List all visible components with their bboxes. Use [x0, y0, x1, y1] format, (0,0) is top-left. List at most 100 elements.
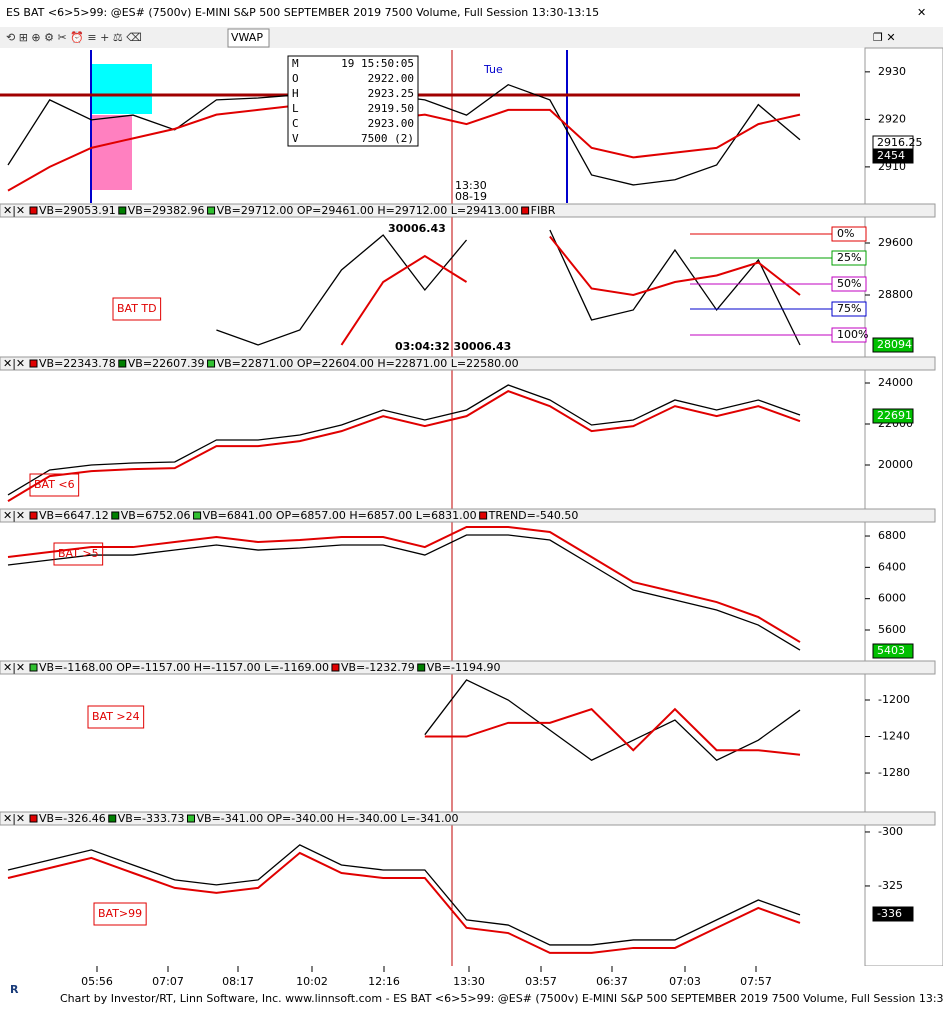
info-value: 2923.00 [368, 117, 414, 130]
header-item: VB=-333.73 [118, 812, 185, 825]
header-item: VB=29712.00 OP=29461.00 H=29712.00 L=294… [217, 204, 519, 217]
x-tick-label: 06:37 [596, 975, 628, 988]
price-flag [872, 408, 914, 424]
fib-label: 50% [837, 277, 861, 290]
y-tick-label: -1280 [878, 766, 910, 779]
header-swatch [108, 814, 117, 823]
price-line [216, 234, 468, 346]
price-line [340, 254, 468, 346]
y-tick-label: 6400 [878, 560, 906, 573]
price-line [549, 235, 801, 297]
y-tick-label: 2920 [878, 112, 906, 125]
window-title: ES BAT <6>5>99: @ES# (7500v) E-MINI S&P … [6, 6, 599, 19]
window-controls[interactable]: ❐ ✕ [873, 31, 896, 44]
panel-label-box [112, 297, 162, 321]
panel-label-box [53, 542, 104, 566]
header-swatch [29, 359, 38, 368]
volume-profile [92, 64, 152, 190]
fib-label: 100% [837, 328, 868, 341]
header-swatch [331, 663, 340, 672]
price-flag [872, 148, 914, 164]
header-item: VB=-326.46 [39, 812, 106, 825]
toolbar-icons[interactable]: ⟲ ⊞ ⊕ ⚙ ✂ ⏰ ≡ + ⚖ ⌫ [6, 30, 142, 44]
x-tick-label: 03:57 [525, 975, 557, 988]
fib-box [831, 327, 867, 343]
x-tick-label: 10:02 [296, 975, 328, 988]
y-tick-label: 24000 [878, 376, 913, 389]
vwap-label[interactable]: VWAP [231, 31, 263, 44]
price-axis [864, 47, 943, 967]
y-tick-label: -325 [878, 879, 903, 892]
info-value: 19 15:50:05 [341, 57, 414, 70]
header-item: VB=29382.96 [128, 204, 205, 217]
x-tick-label: 07:57 [740, 975, 772, 988]
price-line [549, 229, 801, 346]
price-flag-label: 2454 [877, 149, 905, 162]
panel-header [0, 811, 936, 826]
header-swatch [193, 511, 202, 520]
price-flag-label: 2916.25 [877, 136, 923, 149]
y-tick-label: -1200 [878, 693, 910, 706]
fib-box [831, 250, 867, 266]
header-swatch [118, 206, 127, 215]
price-flag [872, 906, 914, 922]
info-key: L [292, 102, 299, 115]
header-swatch [207, 206, 216, 215]
info-value: 2922.00 [368, 72, 414, 85]
header-icons: ✕|✕ [3, 204, 25, 217]
panel-label: BAT >24 [92, 710, 140, 723]
header-swatch [521, 206, 530, 215]
header-swatch [29, 663, 38, 672]
panel-label-box [87, 705, 145, 729]
y-tick-label: 2930 [878, 65, 906, 78]
header-item: FIBR [531, 204, 556, 217]
panel-header [0, 508, 936, 523]
price-flag-label: 5403 [877, 644, 905, 657]
panel-label-box [93, 902, 147, 926]
x-tick-label: 08:17 [222, 975, 254, 988]
fib-box [831, 301, 867, 317]
panel-label: BAT>99 [98, 907, 142, 920]
header-icons: ✕|✕ [3, 509, 25, 522]
panel-header [0, 203, 936, 218]
header-icons: ✕|✕ [3, 661, 25, 674]
header-item: TREND=-540.50 [488, 509, 579, 522]
price-line [424, 707, 801, 756]
vwap-button[interactable] [227, 28, 270, 48]
annotation: 03:04:32 30006.43 [395, 340, 511, 353]
panel-header [0, 660, 936, 675]
y-tick-label: 6800 [878, 529, 906, 542]
fib-label: 25% [837, 251, 861, 264]
header-item: VB=-1168.00 OP=-1157.00 H=-1157.00 L=-11… [39, 661, 329, 674]
price-flag-label: 22691 [877, 409, 912, 422]
panel-label: BAT TD [117, 302, 157, 315]
logo: R [10, 983, 19, 996]
annotation: Tue [483, 63, 503, 76]
y-tick-label: 28800 [878, 288, 913, 301]
price-line [7, 526, 801, 643]
info-key: V [292, 132, 299, 145]
info-box [287, 55, 419, 147]
info-key: O [292, 72, 299, 85]
profile-down [92, 115, 132, 190]
profile-up [92, 64, 152, 114]
annotation: 30006.43 [388, 222, 446, 235]
price-line [7, 844, 801, 946]
header-item: VB=6841.00 OP=6857.00 H=6857.00 L=6831.0… [203, 509, 477, 522]
footer: Chart by Investor/RT, Linn Software, Inc… [60, 992, 943, 1005]
info-key: H [292, 87, 299, 100]
price-flag-label: -336 [877, 907, 902, 920]
x-tick-label: 05:56 [81, 975, 113, 988]
price-flag-label: 28094 [877, 338, 912, 351]
price-line [7, 851, 801, 954]
header-swatch [118, 359, 127, 368]
y-tick-label: 29600 [878, 236, 913, 249]
fib-label: 0% [837, 227, 854, 240]
header-swatch [29, 206, 38, 215]
header-item: VB=6752.06 [121, 509, 191, 522]
header-icons: ✕|✕ [3, 812, 25, 825]
info-value: 2923.25 [368, 87, 414, 100]
close-button[interactable]: ✕ [917, 6, 926, 19]
annotation: 08-19 [455, 190, 487, 203]
